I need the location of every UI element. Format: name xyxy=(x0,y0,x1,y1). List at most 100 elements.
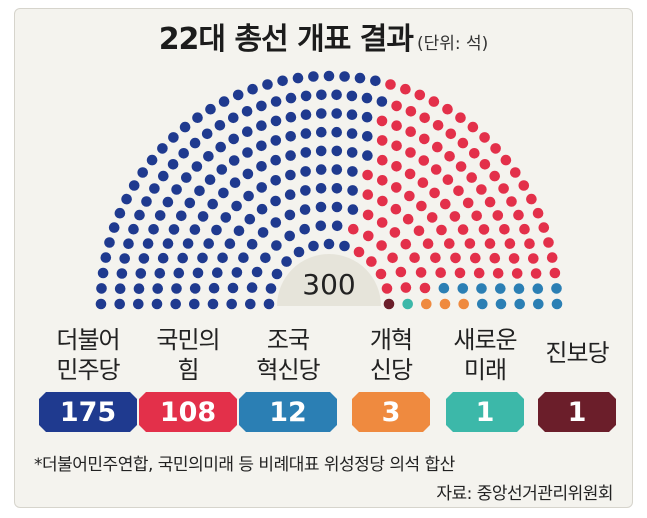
seat-dot xyxy=(473,267,485,279)
seat-dot xyxy=(514,298,525,310)
seat-dot xyxy=(270,217,282,228)
total-seats-badge xyxy=(277,254,381,306)
seat-dot xyxy=(293,246,305,258)
seat-dot xyxy=(256,203,268,215)
seat-dot xyxy=(405,126,417,137)
seat-dot xyxy=(218,96,230,107)
seat-dot xyxy=(376,217,388,228)
seat-dot xyxy=(243,190,254,202)
seat-dot xyxy=(189,298,200,310)
seat-dot xyxy=(114,283,126,295)
seat-dot xyxy=(194,185,205,197)
seat-dot xyxy=(331,145,343,157)
seat-dot xyxy=(232,89,244,101)
seat-dot xyxy=(389,227,401,238)
seat-dot xyxy=(492,210,504,221)
seat-dot xyxy=(414,89,426,101)
seat-dot xyxy=(285,131,297,142)
seat-dot xyxy=(376,240,387,251)
seat-dot xyxy=(211,224,222,236)
seat-dot xyxy=(181,172,192,183)
seat-dot xyxy=(432,141,443,153)
seat-dot xyxy=(285,150,296,161)
seat-dot xyxy=(212,267,223,279)
seat-dot xyxy=(184,197,196,209)
seat-dot xyxy=(182,238,194,249)
seat-dot xyxy=(549,267,561,279)
seat-dot xyxy=(189,283,201,294)
seat-dot xyxy=(400,238,412,250)
seat-dot xyxy=(300,147,312,158)
seat-dot xyxy=(395,266,407,278)
seat-dot xyxy=(157,252,169,264)
seat-dot xyxy=(346,128,358,139)
seat-dot xyxy=(467,121,479,133)
seat-dot xyxy=(228,155,240,166)
seat-dot xyxy=(331,201,343,213)
seat-dot xyxy=(149,183,160,194)
seat-dot xyxy=(270,96,282,107)
seat-dot xyxy=(362,150,373,161)
seat-dot xyxy=(400,282,412,293)
seat-dot xyxy=(551,298,563,310)
seat-dot xyxy=(476,184,487,195)
source-note: 자료: 중앙선거관리위원회 xyxy=(436,484,613,504)
seat-dot xyxy=(208,282,220,294)
seat-dot xyxy=(178,148,189,159)
seat-dot xyxy=(242,126,253,137)
seat-dot xyxy=(265,283,277,294)
seat-dot xyxy=(377,154,388,166)
seat-dot xyxy=(220,212,232,223)
seat-dot xyxy=(242,168,254,180)
seat-dot xyxy=(390,203,402,215)
seat-dot xyxy=(377,195,388,207)
seat-dot xyxy=(189,224,201,235)
seat-dot xyxy=(154,210,166,221)
seat-dot xyxy=(347,166,358,177)
title-row: 22대 총선 개표 결과 (단위: 석) xyxy=(0,14,647,58)
seat-dot xyxy=(362,169,373,181)
footnote: *더불어민주연합, 국민의미래 등 비례대표 위성정당 의석 합산 xyxy=(34,455,455,475)
seat-dot xyxy=(526,193,537,205)
seat-dot xyxy=(513,283,525,295)
seat-dot xyxy=(316,89,327,101)
seat-dot xyxy=(489,252,501,264)
seat-dot xyxy=(402,213,414,225)
seat-dot xyxy=(430,164,442,175)
seat-dot xyxy=(134,209,145,221)
seat-dot xyxy=(285,111,297,123)
seat-dot xyxy=(284,209,296,221)
seat-dot xyxy=(300,90,312,102)
seat-dot xyxy=(347,204,359,215)
seat-dot xyxy=(256,161,267,172)
seat-dot xyxy=(346,90,358,102)
seat-dot xyxy=(429,187,440,199)
seat-count-badge: 1 xyxy=(538,392,616,432)
seat-dot xyxy=(158,170,169,182)
seat-dot xyxy=(506,196,517,207)
seat-dot xyxy=(353,246,365,258)
seat-dot xyxy=(192,112,203,123)
seat-dot xyxy=(133,298,144,310)
seat-count-badge: 1 xyxy=(446,392,524,432)
seat-dot xyxy=(419,133,430,145)
seat-dot xyxy=(495,283,506,294)
seat-dot xyxy=(383,298,395,310)
seat-dot xyxy=(133,283,145,295)
seat-dot xyxy=(119,253,130,264)
seat-dot xyxy=(426,212,438,223)
seat-dot xyxy=(256,100,267,112)
seat-dot xyxy=(214,120,226,131)
seat-dot xyxy=(362,189,374,200)
seat-dot xyxy=(233,225,245,237)
seat-dot xyxy=(466,172,478,183)
seat-dot xyxy=(510,167,521,178)
seat-dot xyxy=(405,147,416,158)
seat-dot xyxy=(498,183,509,194)
seat-dot xyxy=(162,238,174,249)
party-name: 새로운 미래 xyxy=(453,326,517,384)
seat-dot xyxy=(270,115,282,127)
seat-dot xyxy=(387,252,398,264)
seat-dot xyxy=(205,103,216,115)
seat-dot xyxy=(315,145,327,157)
